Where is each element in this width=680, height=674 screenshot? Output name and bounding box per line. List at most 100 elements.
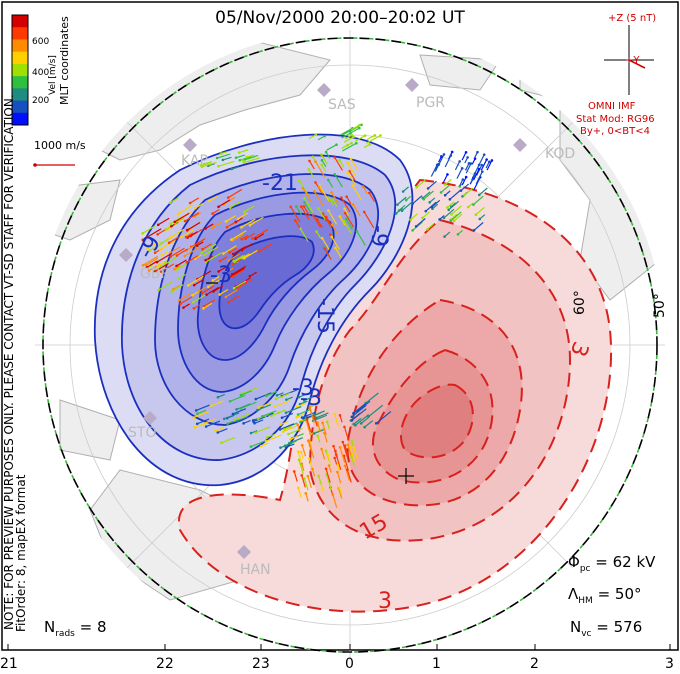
velocity-vector-origin (196, 412, 199, 416)
velocity-vector-origin (472, 229, 476, 232)
lambda-hm-value: = 50° (597, 585, 642, 603)
velocity-vector (180, 296, 193, 305)
velocity-vector-origin (156, 233, 159, 236)
velocity-vector-origin (222, 252, 225, 255)
velocity-vector (211, 400, 224, 407)
velocity-vector-origin (285, 398, 288, 401)
velocity-vector (204, 246, 219, 256)
velocity-vector (219, 256, 228, 262)
velocity-vector (431, 199, 441, 208)
velocity-vector (232, 258, 242, 265)
colorbar-segment (12, 39, 28, 53)
velocity-vector (349, 170, 356, 181)
velocity-vector (301, 475, 306, 488)
velocity-vector-origin (203, 253, 206, 257)
velocity-vector (486, 160, 493, 171)
contour-label: 3 (378, 589, 392, 614)
positive-potential-cell (177, 178, 612, 613)
velocity-vector-origin (330, 235, 334, 239)
velocity-vector-origin (182, 306, 185, 309)
velocity-vector (235, 217, 243, 223)
velocity-vector (218, 160, 235, 167)
velocity-vector (160, 263, 175, 273)
velocity-vector-origin (335, 143, 338, 147)
velocity-vector-origin (460, 167, 464, 170)
velocity-vector (176, 248, 189, 257)
colorbar-segment (12, 63, 28, 77)
velocity-vector-origin (438, 218, 441, 221)
colorbar-outline (11, 14, 29, 126)
velocity-vector-origin (258, 250, 261, 253)
velocity-vector (222, 156, 232, 161)
velocity-vector-origin (156, 223, 160, 227)
velocity-vector-origin (264, 439, 268, 443)
colorbar-segment (12, 15, 28, 28)
velocity-vector (216, 153, 231, 159)
n-vc-symbol: Nvc (570, 618, 592, 639)
velocity-vector (240, 401, 257, 410)
velocity-vector-origin (303, 477, 306, 480)
velocity-vector (146, 260, 158, 268)
n-rads: Nrads = 8 (44, 618, 107, 639)
velocity-vector-origin (281, 430, 285, 433)
velocity-vector-origin (308, 406, 312, 410)
velocity-vector (229, 200, 243, 209)
lambda-hm: ΛHM = 50° (568, 585, 642, 606)
velocity-vector-origin (327, 196, 331, 199)
velocity-vector (332, 494, 338, 508)
velocity-vector (453, 213, 463, 222)
velocity-vector (446, 201, 455, 208)
velocity-vector-origin (466, 205, 470, 209)
n-vc-value: = 576 (596, 618, 643, 636)
velocity-vector-origin (469, 162, 473, 165)
velocity-vector-origin (342, 219, 346, 223)
velocity-vector-origin (236, 286, 240, 290)
velocity-vector (303, 478, 309, 491)
velocity-vector (197, 418, 210, 425)
velocity-vector (156, 252, 173, 263)
velocity-vector (332, 199, 338, 207)
velocity-vector-origin (341, 440, 345, 444)
velocity-vector-origin (225, 225, 229, 229)
velocity-vector-origin (461, 178, 465, 181)
velocity-vector-origin (368, 142, 372, 146)
velocity-vector-origin (359, 422, 363, 425)
velocity-vector-origin (242, 256, 246, 260)
velocity-vector (305, 420, 312, 436)
velocity-vector-origin (357, 126, 361, 130)
radar-marker-gbr (119, 248, 133, 262)
velocity-vector-origin (466, 156, 469, 159)
velocity-vector (176, 259, 187, 267)
velocity-vector-origin (200, 292, 204, 295)
velocity-vector-origin (330, 191, 333, 194)
colorbar-segment (12, 100, 28, 114)
imf-arrow-label: +Z (5 nT) (608, 13, 657, 24)
velocity-vector-origin (175, 264, 178, 268)
velocity-vector-origin (373, 133, 377, 137)
velocity-vector-origin (355, 141, 358, 145)
velocity-vector (338, 159, 345, 168)
velocity-vector (343, 136, 355, 143)
velocity-vector-origin (183, 219, 187, 223)
velocity-vector (180, 228, 195, 238)
velocity-vector (344, 465, 350, 481)
velocity-vector-origin (467, 162, 471, 165)
velocity-vector-origin (304, 492, 308, 495)
velocity-vector-origin (217, 164, 220, 168)
velocity-vector (306, 419, 312, 433)
velocity-vector (225, 267, 234, 273)
velocity-vector-origin (324, 215, 328, 219)
velocity-vector-origin (173, 220, 177, 224)
velocity-vector-origin (194, 409, 198, 412)
velocity-vector (149, 241, 164, 252)
velocity-vector-origin (221, 158, 225, 162)
velocity-vector (351, 408, 367, 421)
velocity-vector-origin (300, 474, 303, 477)
velocity-vector-origin (239, 407, 242, 410)
velocity-vector-origin (226, 196, 230, 199)
velocity-vector (193, 410, 210, 419)
velocity-vector-origin (320, 153, 323, 156)
velocity-vector-origin (327, 464, 331, 467)
velocity-vector (249, 216, 264, 226)
